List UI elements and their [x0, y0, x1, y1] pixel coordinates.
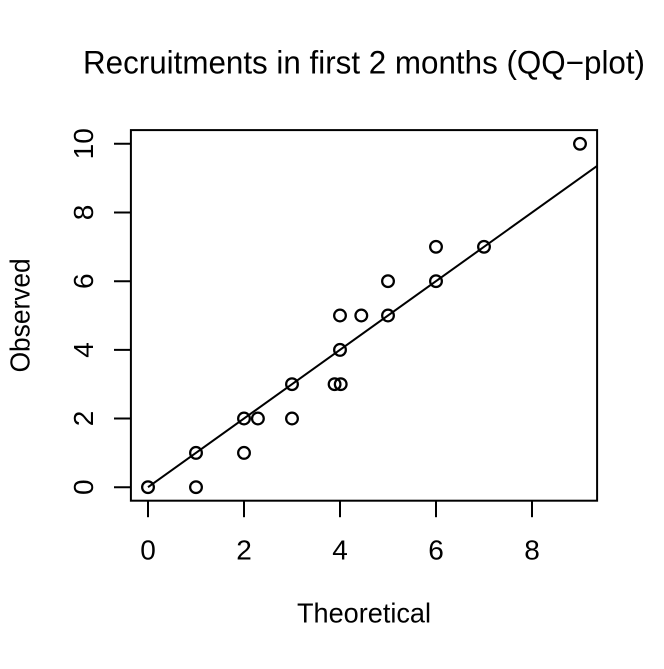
svg-text:4: 4	[332, 534, 348, 565]
svg-text:8: 8	[68, 205, 99, 221]
svg-text:6: 6	[428, 534, 444, 565]
svg-text:0: 0	[68, 479, 99, 495]
svg-text:Recruitments in first 2 months: Recruitments in first 2 months (QQ−plot)	[83, 45, 645, 81]
svg-text:Observed: Observed	[4, 258, 35, 372]
svg-text:2: 2	[68, 411, 99, 427]
svg-text:Theoretical: Theoretical	[297, 598, 431, 629]
svg-text:10: 10	[68, 128, 99, 159]
svg-text:6: 6	[68, 273, 99, 289]
svg-text:0: 0	[140, 534, 156, 565]
svg-text:8: 8	[524, 534, 540, 565]
svg-text:2: 2	[236, 534, 252, 565]
svg-text:4: 4	[68, 342, 99, 358]
